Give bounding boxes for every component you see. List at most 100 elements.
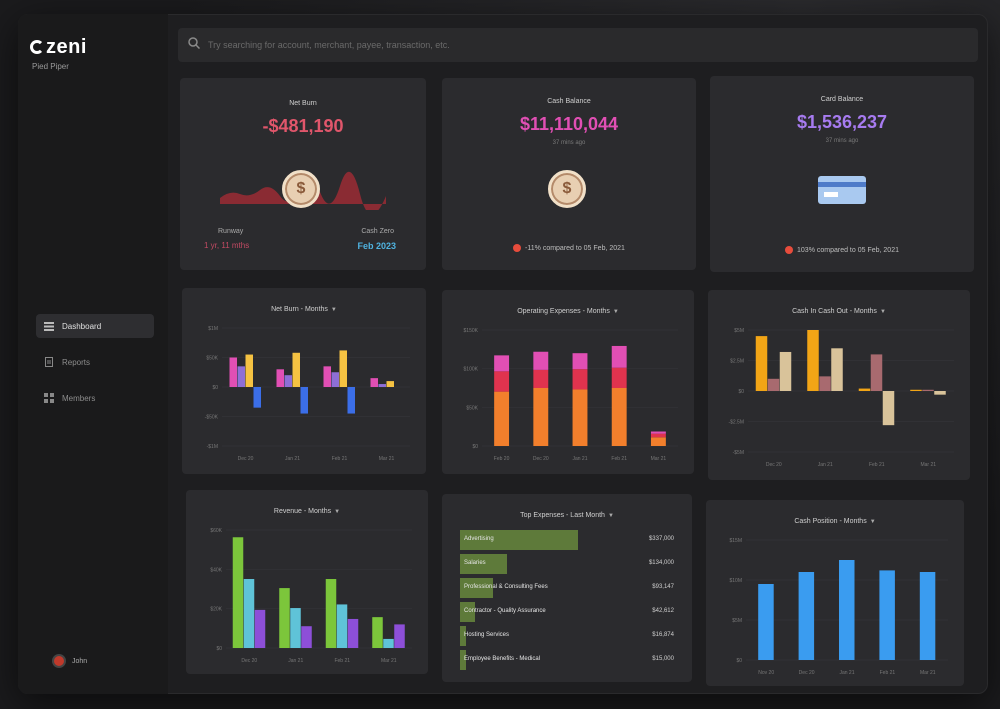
bar[interactable] [292, 352, 301, 387]
bar[interactable] [378, 384, 387, 387]
bar[interactable] [279, 588, 290, 648]
bar[interactable] [807, 330, 819, 391]
bar[interactable] [533, 351, 549, 370]
operating-expenses-card[interactable]: Operating Expenses - Months ▼ $150K $100K $… [442, 290, 694, 474]
bar[interactable] [755, 336, 768, 391]
top-expense-row[interactable]: Professional & Consulting Fees $93,147 [460, 578, 674, 598]
bar[interactable] [831, 348, 843, 391]
top-expense-row[interactable]: Advertising $337,000 [460, 530, 674, 550]
top-expenses-card[interactable]: Top Expenses - Last Month ▼ Advertising $3… [442, 494, 692, 682]
bar[interactable] [494, 371, 510, 392]
bar[interactable] [253, 387, 262, 408]
bar[interactable] [572, 389, 588, 446]
bar[interactable] [882, 391, 895, 426]
bar[interactable] [798, 572, 815, 660]
bar[interactable] [284, 375, 293, 387]
top-expense-row[interactable]: Hosting Services $16,874 [460, 626, 674, 646]
card-title: Net Burn [289, 100, 317, 107]
bar[interactable] [386, 381, 395, 387]
bar[interactable] [611, 345, 627, 368]
bar[interactable] [372, 617, 383, 648]
bar[interactable] [870, 354, 883, 391]
bar[interactable] [336, 604, 348, 648]
bar[interactable] [229, 357, 238, 388]
bar[interactable] [819, 376, 831, 391]
bar[interactable] [919, 572, 936, 660]
bar[interactable] [325, 579, 337, 648]
bar[interactable] [245, 354, 254, 387]
chevron-down-icon[interactable]: ▼ [607, 513, 614, 519]
cash-balance-card[interactable]: Cash Balance $11,110,044 37 mins ago $ -… [442, 78, 696, 270]
bar[interactable] [758, 584, 774, 660]
bar[interactable] [839, 560, 855, 660]
bar[interactable] [611, 388, 627, 446]
net-burn-months-card[interactable]: Net Burn - Months ▼ $1M $50K $0 -$50K -$1M Dec… [182, 288, 426, 474]
x-tick-label: Dec 20 [238, 456, 254, 462]
bar[interactable] [910, 389, 922, 391]
bar[interactable] [767, 378, 780, 391]
bar[interactable] [611, 367, 627, 388]
top-expense-row[interactable]: Salaries $134,000 [460, 554, 674, 574]
chevron-down-icon[interactable]: ▼ [334, 509, 341, 515]
sidebar-item-reports[interactable]: Reports [36, 350, 154, 374]
bar[interactable] [934, 391, 946, 395]
updated-time: 37 mins ago [825, 138, 859, 144]
cash-in-out-card[interactable]: Cash In Cash Out - Months ▼ $5M $2.5M $0 -$2… [708, 290, 970, 480]
bar[interactable] [879, 570, 895, 660]
x-tick-label: Mar 21 [920, 462, 936, 468]
logo[interactable]: zeni [30, 36, 87, 59]
bar[interactable] [301, 626, 312, 648]
bar[interactable] [533, 388, 549, 446]
bar[interactable] [254, 609, 266, 648]
bar[interactable] [232, 537, 244, 648]
x-tick-label: Jan 21 [818, 462, 833, 468]
x-tick-label: Feb 21 [611, 456, 627, 462]
bar[interactable] [347, 618, 359, 648]
x-tick-label: Dec 20 [241, 658, 257, 664]
chevron-down-icon[interactable]: ▼ [879, 309, 886, 315]
y-tick-label: $0 [738, 389, 744, 395]
net-burn-card[interactable]: Net Burn -$481,190 $ Runway 1 yr, 11 mth… [180, 78, 426, 270]
bar[interactable] [922, 389, 934, 391]
x-tick-label: Mar 21 [379, 456, 395, 462]
top-expense-row[interactable]: Employee Benefits - Medical $15,000 [460, 650, 674, 670]
value-label: $42,612 [652, 608, 674, 614]
bar[interactable] [331, 372, 340, 387]
bar[interactable] [276, 369, 285, 387]
bar[interactable] [494, 355, 510, 372]
bar[interactable] [290, 608, 301, 648]
bar[interactable] [650, 433, 666, 438]
bar[interactable] [572, 353, 588, 370]
bar[interactable] [339, 350, 348, 387]
card-balance-card[interactable]: Card Balance $1,536,237 37 mins ago 103%… [710, 76, 974, 272]
search-bar [178, 28, 978, 62]
bar[interactable] [370, 378, 379, 387]
sidebar-item-dashboard[interactable]: Dashboard [36, 314, 154, 338]
bar[interactable] [650, 431, 666, 434]
bar[interactable] [323, 366, 332, 387]
bar[interactable] [347, 387, 356, 414]
bar[interactable] [858, 388, 871, 391]
bar[interactable] [237, 366, 246, 387]
sidebar-item-members[interactable]: Members [36, 386, 154, 410]
user-profile[interactable]: John [52, 654, 87, 668]
bar[interactable] [533, 369, 549, 388]
chart-title: Cash In Cash Out - Months [792, 308, 877, 315]
chevron-down-icon[interactable]: ▼ [330, 307, 337, 313]
chevron-down-icon[interactable]: ▼ [869, 519, 876, 525]
bar[interactable] [494, 391, 510, 446]
search-input[interactable] [208, 40, 978, 50]
top-expense-row[interactable]: Contractor - Quality Assurance $42,612 [460, 602, 674, 622]
bar[interactable] [650, 437, 666, 446]
cash-position-card[interactable]: Cash Position - Months ▼ $15M $10M $5M $0 Nov… [706, 500, 964, 686]
credit-card-icon [818, 176, 866, 204]
bar[interactable] [300, 387, 309, 414]
revenue-card[interactable]: Revenue - Months ▼ $60K $40K $20K $0 Dec 20 Ja… [186, 490, 428, 674]
bar[interactable] [243, 579, 255, 648]
bar[interactable] [394, 624, 405, 648]
bar[interactable] [779, 351, 792, 391]
chevron-down-icon[interactable]: ▼ [612, 309, 619, 315]
bar[interactable] [383, 638, 394, 648]
net-burn-chart: $1M $50K $0 -$50K -$1M Dec 20 Jan 21 Feb 21 Mar … [205, 326, 410, 462]
bar[interactable] [572, 369, 588, 390]
